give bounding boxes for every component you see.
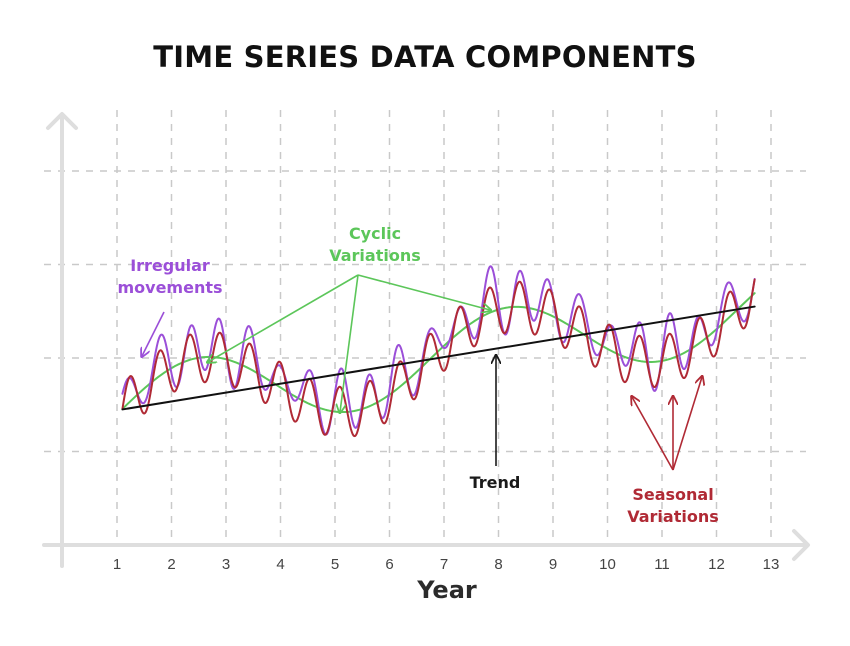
x-axis-arrowhead (792, 529, 810, 561)
cyclic-arrow-1 (208, 274, 359, 362)
cyclic-label-line2: Variations (329, 246, 421, 265)
annotations: Irregular movements Cyclic Variations Tr… (117, 224, 718, 526)
seasonal-arrow-1 (632, 397, 674, 471)
seasonal-label-line1: Seasonal (632, 485, 713, 504)
x-tick-label: 12 (708, 556, 725, 573)
cyclic-arrow-2 (340, 274, 359, 412)
x-tick-label: 9 (549, 556, 557, 573)
diagram-title: TIME SERIES DATA COMPONENTS (153, 40, 697, 74)
x-tick-label: 8 (494, 556, 502, 573)
x-axis-title: Year (416, 576, 477, 604)
seasonal-arrow-3 (672, 377, 702, 471)
cyclic-label-line1: Cyclic (349, 224, 401, 243)
x-tick-label: 5 (331, 556, 339, 573)
grid (44, 110, 806, 545)
axes (42, 112, 810, 568)
trend-line (121, 305, 756, 411)
x-tick-label: 2 (167, 556, 175, 573)
x-tick-label: 3 (222, 556, 230, 573)
x-tick-label: 1 (113, 556, 121, 573)
irregular-arrow (142, 311, 165, 356)
irregular-label-line1: Irregular (130, 256, 210, 275)
series-lines (121, 265, 756, 438)
y-axis-arrowhead (46, 112, 78, 130)
seasonal-label-line2: Variations (627, 507, 719, 526)
x-tick-label: 13 (763, 556, 780, 573)
x-tick-label: 6 (385, 556, 393, 573)
x-tick-label: 4 (276, 556, 284, 573)
x-tick-label: 11 (654, 556, 670, 573)
trend-label: Trend (470, 473, 521, 492)
x-tick-labels: 1 2 3 4 5 6 7 8 9 10 11 12 13 (113, 556, 780, 573)
irregular-label-line2: movements (117, 278, 222, 297)
x-tick-label: 7 (440, 556, 448, 573)
cyclic-arrow-3 (357, 274, 490, 310)
x-tick-label: 10 (599, 556, 616, 573)
